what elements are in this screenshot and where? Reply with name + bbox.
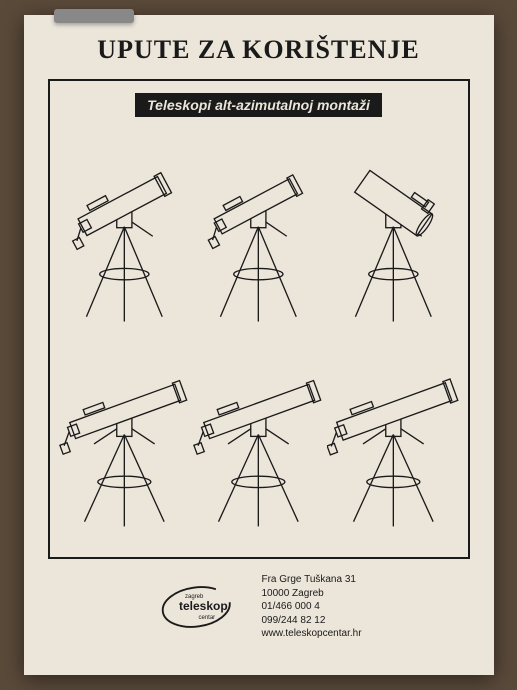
telescope-illustration [58, 133, 191, 330]
telescope-illustration [192, 133, 325, 330]
document-page: UPUTE ZA KORIŠTENJE Teleskopi alt-azimut… [24, 15, 494, 675]
contact-city: 10000 Zagreb [261, 587, 361, 601]
illustration-frame: Teleskopi alt-azimutalnoj montaži [48, 79, 470, 559]
telescope-illustration [327, 133, 460, 330]
contact-website: www.teleskopcentar.hr [261, 627, 361, 641]
contact-block: Fra Grge Tuškana 31 10000 Zagreb 01/466 … [261, 573, 361, 641]
contact-address: Fra Grge Tuškana 31 [261, 573, 361, 587]
telescope-grid [58, 133, 460, 533]
contact-phone1: 01/466 000 4 [261, 600, 361, 614]
telescope-illustration [192, 336, 325, 533]
logo-bottom-text: centar [199, 615, 216, 621]
telescope-illustration [58, 336, 191, 533]
footer: zagreb teleskop centar Fra Grge Tuškana … [48, 573, 470, 641]
binder-clip [54, 9, 134, 23]
page-title: UPUTE ZA KORIŠTENJE [48, 35, 470, 65]
contact-phone2: 099/244 82 12 [261, 614, 361, 628]
company-logo: zagreb teleskop centar [155, 574, 245, 639]
telescope-illustration [327, 336, 460, 533]
subtitle-band: Teleskopi alt-azimutalnoj montaži [135, 93, 382, 117]
logo-main-text: teleskop [179, 599, 228, 613]
